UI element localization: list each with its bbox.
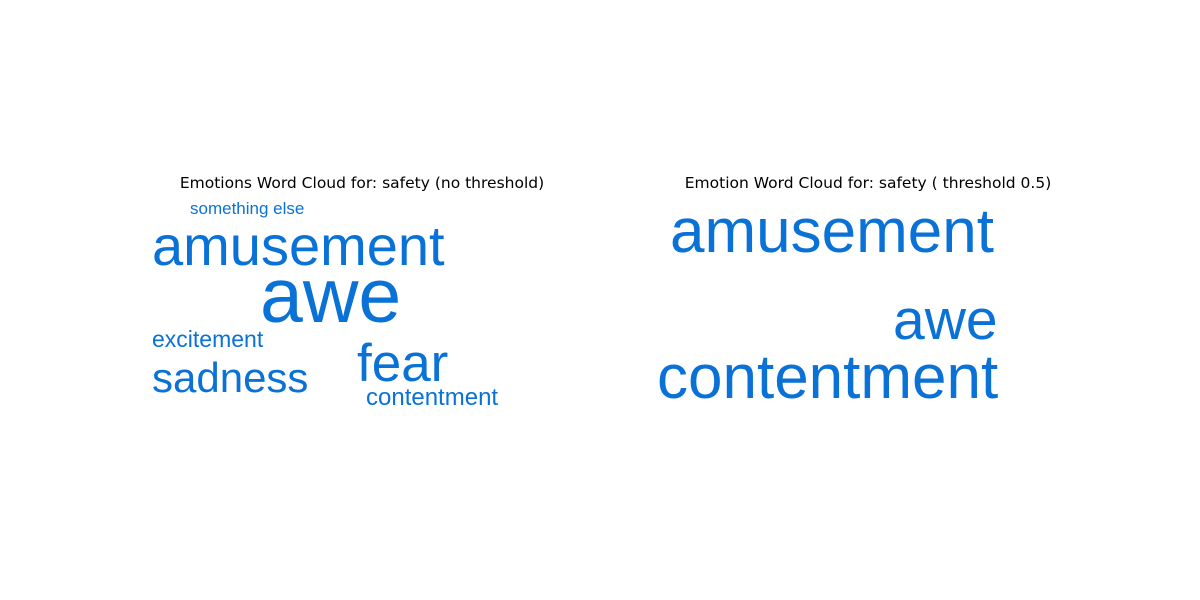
word-something-else: something else	[190, 199, 304, 218]
word-amusement: amusement	[152, 214, 445, 277]
word-amusement: amusement	[670, 197, 994, 266]
word-contentment: contentment	[366, 384, 498, 411]
wordcloud-panel-threshold: Emotion Word Cloud for: safety ( thresho…	[600, 0, 1200, 600]
word-awe: awe	[893, 288, 998, 352]
word-excitement: excitement	[152, 326, 264, 352]
word-sadness: sadness	[152, 354, 308, 401]
wordcloud-title-no-threshold: Emotions Word Cloud for: safety (no thre…	[179, 174, 545, 192]
word-fear: fear	[357, 334, 448, 393]
wordcloud-no-threshold: something elseamusementaweexcitementsadn…	[152, 199, 498, 411]
wordcloud-panel-no-threshold: Emotions Word Cloud for: safety (no thre…	[152, 174, 545, 411]
wordcloud-title-threshold: Emotion Word Cloud for: safety ( thresho…	[684, 174, 1052, 192]
word-awe: awe	[260, 253, 401, 339]
word-contentment: contentment	[657, 343, 998, 412]
